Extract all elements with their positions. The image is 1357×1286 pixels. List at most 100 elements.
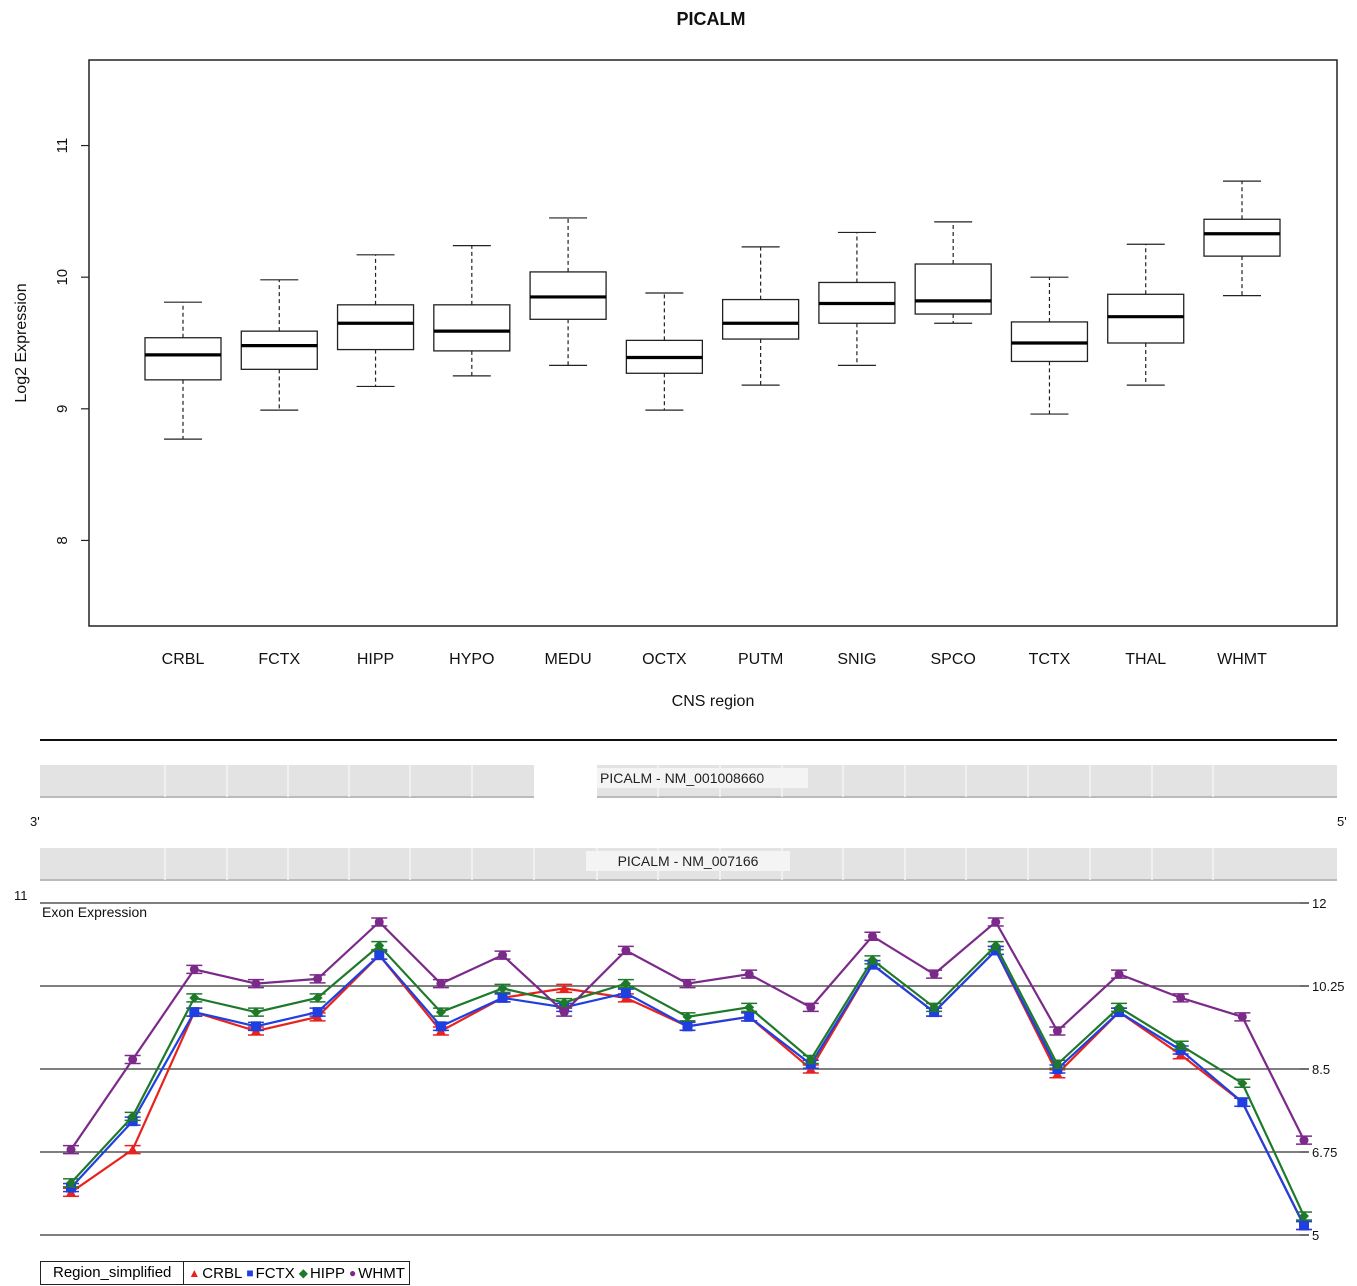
data-point: [682, 1011, 693, 1022]
data-point: [251, 979, 261, 989]
chart-title: PICALM: [677, 9, 746, 29]
legend-label: WHMT: [358, 1264, 405, 1282]
x-tick-label: SPCO: [931, 651, 976, 668]
y-tick-label: 10: [54, 269, 71, 286]
data-point: [1299, 1211, 1309, 1222]
data-point: [1237, 1097, 1248, 1108]
y-axis: 8 9 10 11: [54, 138, 89, 545]
data-point: [1237, 1012, 1247, 1022]
data-point: [189, 992, 200, 1003]
box-putm: [721, 298, 800, 340]
legend-items: ▲ CRBL ■ FCTX ◆ HIPP ● WHMT: [184, 1265, 408, 1282]
transcript-track-2: [40, 848, 1337, 881]
legend-title: Region_simplified: [41, 1262, 185, 1284]
data-point: [806, 1002, 816, 1012]
legend-swatch: ●: [348, 1266, 357, 1280]
data-point: [374, 940, 385, 951]
data-point: [620, 978, 631, 989]
box-series: [144, 180, 1281, 440]
y-tick-label: 8.5: [1312, 1062, 1330, 1077]
data-point: [620, 988, 631, 999]
data-point: [559, 997, 570, 1008]
left-axis-label: 11: [14, 888, 28, 903]
x-axis-label: CNS region: [672, 693, 755, 710]
y-axis-label: Log2 Expression: [13, 283, 30, 402]
box-hipp: [336, 304, 415, 351]
data-point: [744, 1011, 755, 1022]
data-point: [805, 1054, 816, 1065]
x-tick-label: OCTX: [642, 651, 687, 668]
data-point: [189, 964, 199, 974]
box-whmt: [1203, 218, 1281, 257]
y-tick-label: 6.75: [1312, 1145, 1337, 1160]
x-axis: CRBL FCTX HIPP HYPO MEDU OCTX PUTM SNIG SPCO TCTX…: [162, 651, 1267, 668]
data-point: [1175, 1040, 1186, 1051]
transcript-label-1: PICALM - NM_001008660: [597, 768, 808, 788]
x-tick-label: HYPO: [449, 651, 494, 668]
exon-gridlines: 5 6.75 8.5 10.25 12: [40, 896, 1345, 1243]
x-tick-label: MEDU: [545, 651, 592, 668]
data-point: [436, 979, 446, 989]
data-point: [374, 950, 385, 961]
data-point: [435, 1021, 446, 1032]
data-point: [1176, 993, 1186, 1003]
y-tick-label: 11: [54, 138, 71, 154]
data-point: [744, 1002, 755, 1013]
data-point: [127, 1144, 138, 1154]
data-point: [929, 969, 939, 979]
y-tick-label: 10.25: [1312, 979, 1345, 994]
series-line-crbl: [70, 948, 1305, 1227]
x-tick-label: SNIG: [837, 651, 876, 668]
exon-chart-title: Exon Expression: [42, 904, 147, 920]
data-point: [497, 983, 508, 994]
data-point: [250, 1007, 261, 1018]
data-point: [1299, 1135, 1309, 1145]
data-point: [867, 954, 878, 965]
data-point: [66, 1177, 76, 1188]
data-point: [435, 1007, 446, 1018]
exon-series: [63, 917, 1312, 1231]
legend-label: CRBL: [202, 1264, 243, 1282]
legend-item-crbl: ▲ CRBL: [188, 1265, 242, 1282]
y-tick-label: 5: [1312, 1228, 1319, 1243]
data-point: [312, 1007, 323, 1018]
data-point: [313, 974, 323, 984]
box-spco: [914, 263, 992, 315]
data-point: [1052, 1026, 1062, 1036]
data-point: [559, 983, 570, 993]
data-point: [683, 979, 692, 989]
x-tick-label: WHMT: [1217, 651, 1267, 668]
plot-frame: [88, 59, 1338, 627]
data-point: [250, 1021, 261, 1032]
x-tick-label: THAL: [1125, 651, 1166, 668]
legend-swatch: ◆: [298, 1266, 308, 1280]
legend: Region_simplified ▲ CRBL ■ FCTX ◆ HIPP ● WHMT: [40, 1261, 410, 1285]
box-fctx: [240, 330, 318, 370]
series-line-fctx: [70, 948, 1305, 1227]
data-point: [744, 969, 754, 979]
x-tick-label: FCTX: [258, 651, 300, 668]
data-point: [1299, 1220, 1309, 1231]
legend-item-fctx: ■ FCTX: [246, 1265, 294, 1282]
data-point: [682, 1021, 693, 1032]
three-prime-label: 3': [30, 814, 40, 829]
five-prime-label: 5': [1337, 814, 1347, 829]
data-point: [498, 950, 508, 960]
data-point: [990, 940, 1001, 951]
legend-swatch: ▲: [188, 1266, 201, 1280]
data-point: [128, 1055, 138, 1065]
legend-item-hipp: ◆ HIPP: [299, 1265, 345, 1282]
y-tick-label: 12: [1312, 896, 1326, 911]
transcript-label-2: PICALM - NM_007166: [586, 851, 790, 871]
data-point: [374, 917, 384, 927]
legend-item-whmt: ● WHMT: [349, 1265, 405, 1282]
x-tick-label: HIPP: [357, 651, 394, 668]
data-point: [1237, 1078, 1248, 1089]
x-tick-label: TCTX: [1029, 651, 1071, 668]
data-point: [312, 992, 323, 1003]
data-point: [867, 931, 877, 941]
data-point: [66, 1145, 76, 1155]
legend-label: HIPP: [309, 1264, 345, 1282]
y-tick-label: 9: [54, 405, 71, 413]
